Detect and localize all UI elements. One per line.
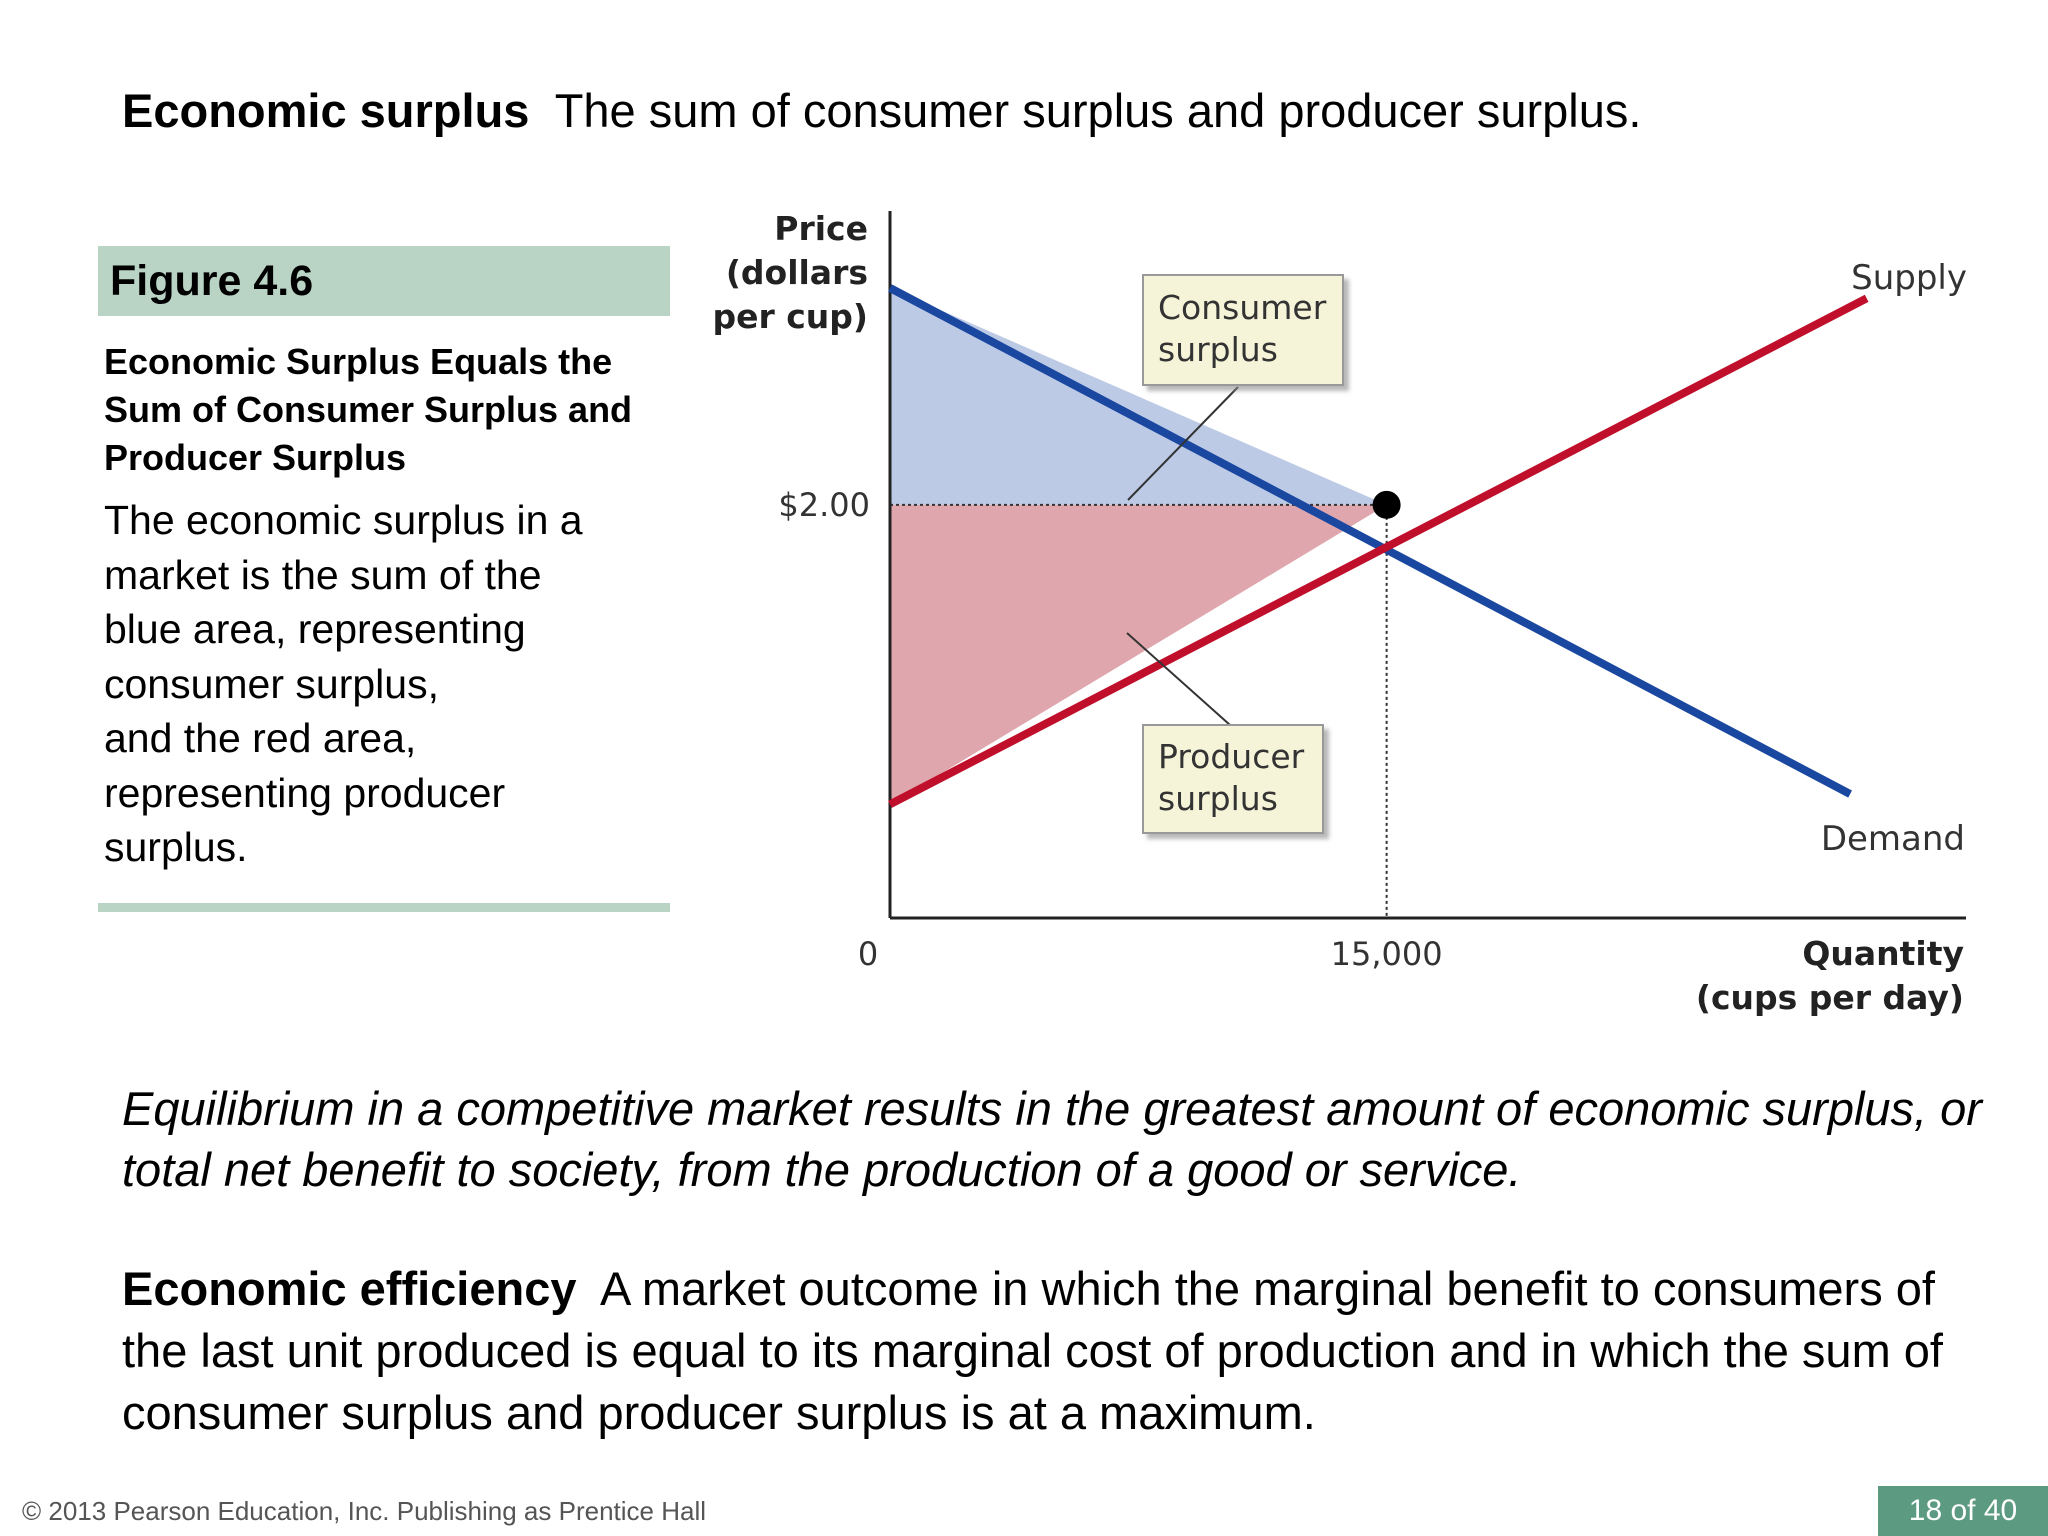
figure-description-line: blue area, representing <box>104 606 526 652</box>
y-axis-label-line: (dollars <box>726 253 868 292</box>
y-tick-labels: $2.00 <box>778 486 870 524</box>
supply-curve <box>888 294 1869 808</box>
x-axis-label-line: (cups per day) <box>1696 978 1964 1017</box>
demand-label: Demand <box>1821 819 1965 859</box>
economic-surplus-definition: Economic surplus The sum of consumer sur… <box>122 80 1641 142</box>
x-tick-labels: 0 15,000 <box>858 935 1443 973</box>
y-axis-label-line: Price <box>774 209 868 248</box>
consumer-surplus-label-line: Consumer <box>1158 288 1327 327</box>
equilibrium-statement: Equilibrium in a competitive market resu… <box>122 1082 1982 1196</box>
equilibrium-point <box>1372 490 1401 519</box>
consumer-surplus-callout: Consumer surplus <box>1142 274 1344 386</box>
copyright-notice: © 2013 Pearson Education, Inc. Publishin… <box>22 1496 706 1526</box>
figure-title: Economic Surplus Equals the Sum of Consu… <box>104 341 633 478</box>
surplus-chart: Consumer surplus Producer surplus Supply… <box>712 209 1967 1017</box>
definition-term: Economic surplus <box>122 84 530 137</box>
figure-description-line: consumer surplus, <box>104 660 439 707</box>
y-tick-label: $2.00 <box>778 486 870 524</box>
producer-surplus-pointer <box>1126 632 1231 726</box>
figure-description-line: The economic surplus in a <box>104 497 583 543</box>
x-axis-label-line: Quantity <box>1802 934 1964 973</box>
y-axis-label-line: per cup) <box>712 297 868 336</box>
consumer-surplus-label-line: surplus <box>1158 330 1278 369</box>
figure-description-line: surplus. <box>104 824 248 870</box>
x-tick-label: 0 <box>858 935 878 973</box>
figure-description: The economic surplus in a market is the … <box>104 493 664 875</box>
demand-curve <box>888 284 1852 798</box>
figure-description-line: representing producer <box>104 769 506 816</box>
consumer-surplus-pointer <box>1127 386 1239 501</box>
producer-surplus-callout: Producer surplus <box>1142 724 1324 834</box>
producer-surplus-area <box>890 504 1387 805</box>
supply-label: Supply <box>1851 258 1967 298</box>
x-tick-label: 15,000 <box>1331 935 1443 973</box>
figure-label: Figure 4.6 <box>110 257 314 305</box>
producer-surplus-label-line: Producer <box>1158 737 1305 776</box>
consumer-surplus-area <box>890 287 1387 505</box>
economic-efficiency-definition: Economic efficiency A market outcome in … <box>122 1258 2002 1444</box>
figure-divider <box>98 903 670 912</box>
producer-surplus-label-line: surplus <box>1158 779 1278 818</box>
figure-header: Figure 4.6 <box>98 246 670 316</box>
definition-text: The sum of consumer surplus and producer… <box>554 84 1642 137</box>
definition-term: Economic efficiency <box>122 1262 577 1315</box>
page-number-badge: 18 of 40 <box>1878 1486 2048 1536</box>
figure-description-line: and the red area, <box>104 715 417 761</box>
definition-text: A market outcome in which the marginal b… <box>122 1262 1943 1439</box>
figure-description-line: market is the sum of the <box>104 551 542 598</box>
